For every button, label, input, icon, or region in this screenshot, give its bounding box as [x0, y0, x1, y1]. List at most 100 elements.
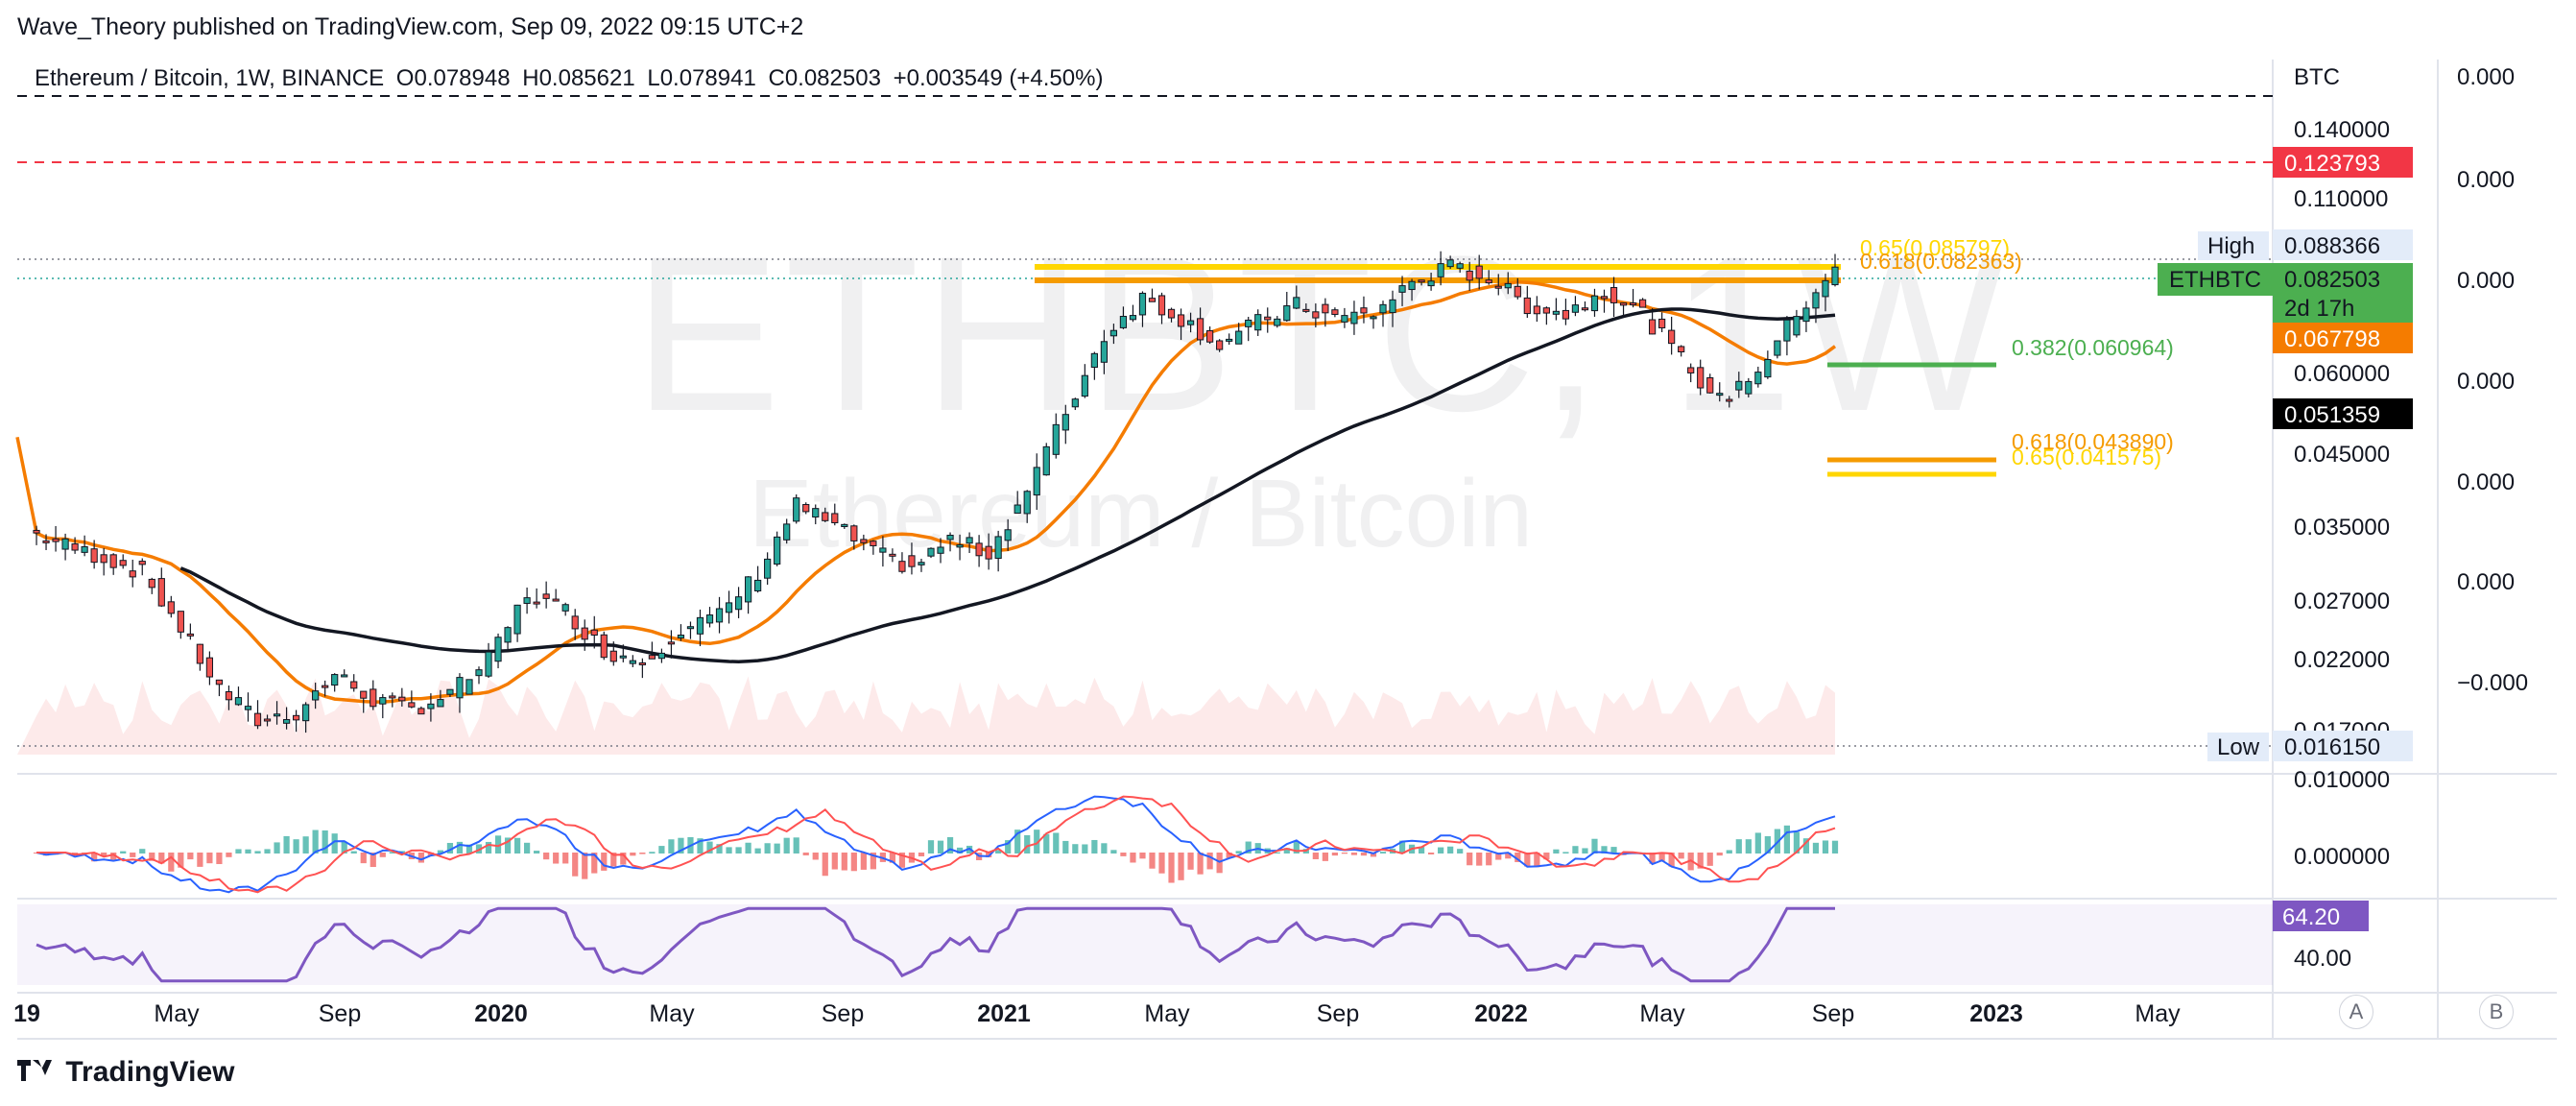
macd-histogram-bar — [918, 853, 925, 856]
rsi-tick-label: 40.00 — [2294, 946, 2351, 972]
candle-body — [725, 602, 733, 613]
candle-body — [754, 579, 762, 591]
macd-line — [36, 795, 1836, 894]
macd-histogram-bar — [1034, 830, 1040, 854]
time-tick-label: May — [1639, 1000, 1685, 1027]
macd-histogram-bar — [1226, 853, 1232, 858]
price-tick-label: 0.035000 — [2294, 515, 2390, 541]
sma-price-tag: 0.051359 — [2284, 402, 2380, 428]
macd-histogram-bar — [831, 853, 838, 870]
low-price-tag-bg — [2273, 731, 2413, 761]
macd-histogram-bar — [226, 853, 232, 857]
macd-histogram-bar — [1745, 839, 1752, 854]
macd-histogram-bar — [1360, 853, 1368, 856]
time-tick-label: May — [1144, 1000, 1190, 1027]
countdown-bg — [2273, 294, 2413, 323]
legend-symbol: Ethereum / Bitcoin, 1W, BINANCE — [35, 65, 385, 91]
volume-area — [17, 676, 1835, 755]
macd-histogram-bar — [331, 833, 338, 854]
macd-histogram-bar — [370, 853, 376, 868]
macd-histogram-bar — [601, 853, 608, 871]
candle-body — [263, 718, 272, 722]
macd-histogram-bar — [197, 853, 203, 867]
candle-body — [408, 702, 416, 708]
macd-histogram-bar — [1158, 853, 1165, 874]
macd-histogram-bar — [850, 853, 857, 872]
macd-histogram-bar — [1053, 832, 1060, 854]
macd-histogram-bar — [1091, 839, 1098, 854]
price-markers: 0.088366 High ETHBTC 0.082503 2d 17h 0.067798… — [2158, 147, 2413, 931]
macd-histogram-bar — [697, 838, 704, 854]
macd-histogram-bar — [1350, 853, 1358, 855]
low-label: Low — [2217, 734, 2260, 760]
macd-histogram-bar — [437, 850, 444, 854]
low-price-tag: 0.016150 — [2284, 734, 2380, 760]
price-tick-label: 0.045000 — [2294, 442, 2390, 468]
macd-histogram-bar — [908, 853, 916, 863]
macd-histogram-bar — [139, 849, 146, 854]
macd-histogram-bar — [408, 853, 415, 859]
macd-histogram-bar — [1206, 853, 1213, 870]
macd-histogram-bar — [975, 853, 983, 861]
macd-histogram-bar — [1072, 844, 1079, 854]
last-price-tag-bg — [2158, 263, 2413, 296]
macd-histogram-bar — [1341, 853, 1348, 854]
macd-histogram-bar — [668, 839, 675, 854]
macd-histogram-bar — [995, 850, 1002, 854]
macd-histogram-bar — [206, 853, 213, 864]
candle-body — [677, 635, 685, 638]
macd-histogram-bar — [1706, 853, 1713, 866]
macd-histogram-bar — [1168, 853, 1175, 883]
macd-histogram-bar — [543, 853, 550, 860]
candle-body — [638, 661, 646, 665]
time-tick-label: May — [649, 1000, 695, 1027]
macd-histogram-bar — [1254, 843, 1261, 854]
macd-histogram-bar — [1447, 846, 1454, 854]
macd-histogram-bar — [187, 853, 194, 860]
red-line-price-tag-bg — [2273, 147, 2413, 178]
tradingview-logo[interactable]: TradingView — [17, 1056, 235, 1089]
macd-histogram-bar — [1812, 842, 1820, 854]
macd-histogram-bar — [389, 852, 395, 854]
candle-body — [465, 679, 473, 695]
macd-histogram-bar — [783, 837, 790, 854]
price-tick-label: 0.110000 — [2294, 186, 2388, 212]
candle-body — [648, 655, 656, 660]
macd-histogram-bar — [158, 853, 165, 864]
macd-histogram-bar — [716, 844, 723, 854]
candle-body — [533, 601, 540, 605]
macd-histogram-bar — [572, 853, 579, 877]
macd-histogram-bar — [456, 841, 464, 854]
macd-histogram-bar — [860, 853, 867, 870]
macd-histogram-bar — [504, 837, 512, 854]
candle-body — [590, 629, 598, 637]
candle-body — [571, 615, 579, 630]
candle-body — [350, 681, 358, 689]
candle-body — [100, 554, 107, 564]
macd-histogram-bar — [1398, 840, 1406, 854]
macd-histogram-bar — [658, 846, 665, 854]
macd-histogram-bar — [956, 847, 964, 854]
candle-body — [225, 691, 233, 701]
macd-histogram-bar — [1293, 842, 1300, 854]
macd-histogram-bar — [1649, 853, 1656, 864]
candle-body — [205, 657, 214, 678]
macd-histogram-bar — [398, 851, 405, 854]
macd-histogram-bar — [1438, 847, 1444, 854]
rsi-band — [17, 904, 2273, 985]
macd-histogram-bar — [986, 853, 992, 857]
candle-body — [71, 543, 79, 551]
macd-histogram-bar — [245, 849, 251, 854]
macd-tick-label: 0.000000 — [2294, 844, 2390, 870]
legend-open: O0.078948 — [395, 65, 511, 91]
scale-b-button[interactable]: B — [2479, 995, 2514, 1029]
left-scale-tick-label: 0.000 — [2457, 569, 2515, 595]
macd-histogram-bar — [1610, 847, 1617, 854]
macd-signal-line — [36, 795, 1836, 894]
legend-high: H0.085621 — [522, 65, 635, 91]
macd-histogram-bar — [639, 853, 646, 854]
macd-histogram-bar — [1043, 833, 1050, 854]
macd-histogram-bar — [726, 847, 732, 854]
macd-histogram-bar — [706, 841, 713, 854]
scale-a-button[interactable]: A — [2339, 995, 2373, 1029]
